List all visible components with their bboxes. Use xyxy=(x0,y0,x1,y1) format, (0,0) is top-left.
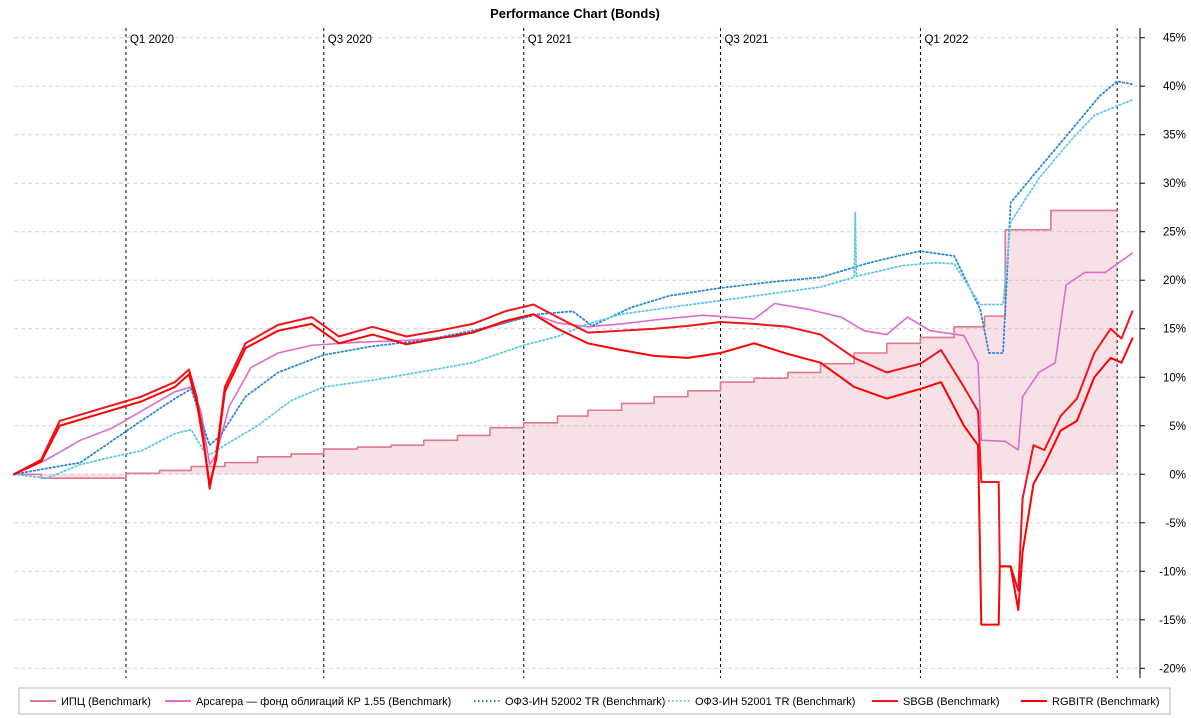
quarter-label-0: Q1 2020 xyxy=(130,34,174,46)
legend-label-4: SBGB (Benchmark) xyxy=(903,696,1000,708)
legend: ИПЦ (Benchmark) Арсагера — фонд облигаций… xyxy=(18,687,1171,715)
y-tick-label-3: -5% xyxy=(1166,518,1186,530)
series-line-5 xyxy=(13,313,1134,626)
y-tick-label-5: 5% xyxy=(1169,421,1186,433)
legend-label-1: Арсагера — фонд облигаций КР 1.55 (Bench… xyxy=(196,696,451,708)
chart-title: Performance Chart (Bonds) xyxy=(490,6,660,21)
quarter-label-4: Q1 2022 xyxy=(924,34,968,46)
y-tick-label-9: 25% xyxy=(1163,227,1186,239)
y-tick-label-10: 30% xyxy=(1163,178,1186,190)
y-tick-label-6: 10% xyxy=(1163,372,1186,384)
series-area-0 xyxy=(14,210,1118,479)
y-tick-label-13: 45% xyxy=(1163,33,1186,45)
legend-box xyxy=(18,687,1171,715)
y-tick-label-7: 15% xyxy=(1163,324,1186,336)
series-line-2 xyxy=(13,80,1134,476)
y-tick-label-11: 35% xyxy=(1163,130,1186,142)
legend-label-3: ОФЗ-ИН 52001 TR (Benchmark) xyxy=(695,696,855,708)
quarter-label-1: Q3 2020 xyxy=(328,34,372,46)
y-tick-label-2: -10% xyxy=(1159,566,1186,578)
legend-label-5: RGBITR (Benchmark) xyxy=(1052,696,1160,708)
series-line-0 xyxy=(13,209,1118,479)
quarter-label-3: Q3 2021 xyxy=(724,34,768,46)
y-tick-label-1: -15% xyxy=(1159,615,1186,627)
y-tick-label-4: 0% xyxy=(1169,469,1186,481)
quarter-markers: Q1 2020 Q3 2020 Q1 2021 Q3 2021 Q1 2022 xyxy=(125,28,1118,678)
series-line-3 xyxy=(13,98,1134,480)
area-fill xyxy=(14,210,1118,479)
legend-label-0: ИПЦ (Benchmark) xyxy=(61,696,151,708)
quarter-label-2: Q1 2021 xyxy=(528,34,572,46)
legend-label-2: ОФЗ-ИН 52002 TR (Benchmark) xyxy=(505,696,665,708)
y-tick-label-12: 40% xyxy=(1163,81,1186,93)
series-line-1 xyxy=(13,252,1134,476)
y-tick-label-0: -20% xyxy=(1159,663,1186,675)
y-tick-label-8: 20% xyxy=(1163,275,1186,287)
grid-lines xyxy=(14,37,1140,669)
y-axis: -20% -15% -10% -5% 0% 5% 10% 15% 20% 25% 30% 35% 40%… xyxy=(1139,28,1186,678)
series-lines xyxy=(13,80,1134,626)
